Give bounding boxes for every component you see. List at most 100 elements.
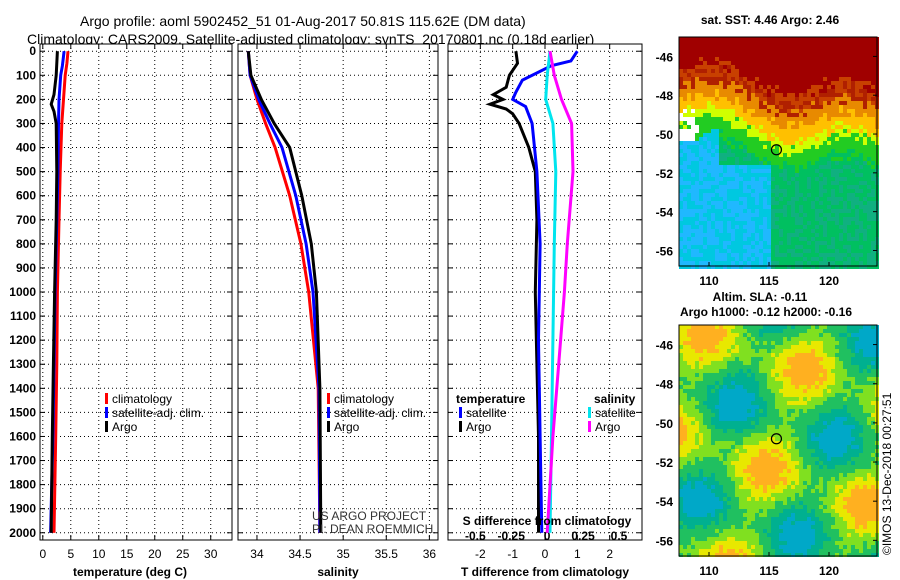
map-cell [683, 85, 687, 89]
map-cell [835, 381, 839, 385]
map-cell [867, 433, 871, 437]
map-cell [739, 93, 743, 97]
map-cell [783, 53, 787, 57]
map-cell [767, 69, 771, 73]
map-cell [719, 389, 723, 393]
map-cell [711, 373, 715, 377]
map-cell [831, 41, 835, 45]
map-cell [787, 49, 791, 53]
map-cell [811, 213, 815, 217]
map-cell [727, 409, 731, 413]
map-cell [843, 173, 847, 177]
map-cell [759, 169, 763, 173]
map-cell [795, 249, 799, 253]
x-tick-label: 1 [574, 547, 581, 561]
map-cell [787, 393, 791, 397]
map-cell [803, 189, 807, 193]
map-cell [867, 353, 871, 357]
map-cell [739, 205, 743, 209]
map-cell [703, 137, 707, 141]
map-cell [771, 41, 775, 45]
map-cell [803, 149, 807, 153]
map-cell [803, 81, 807, 85]
map-cell [811, 429, 815, 433]
map-cell [763, 217, 767, 221]
map-cell [727, 73, 731, 77]
map-cell [751, 241, 755, 245]
map-cell [755, 221, 759, 225]
map-cell [715, 181, 719, 185]
map-cell [839, 449, 843, 453]
map-cell [823, 461, 827, 465]
map-cell [851, 37, 855, 41]
map-cell [867, 377, 871, 381]
map-cell [859, 241, 863, 245]
map-cell [767, 53, 771, 57]
map-cell [699, 461, 703, 465]
map-cell [751, 53, 755, 57]
map-cell [815, 109, 819, 113]
map-cell [699, 141, 703, 145]
map-cell [771, 357, 775, 361]
map-cell [731, 193, 735, 197]
map-cell [751, 337, 755, 341]
legend-swatch [327, 421, 330, 432]
map-cell [847, 229, 851, 233]
map-cell [843, 361, 847, 365]
x-tick-label: 15 [120, 547, 134, 561]
map-cell [755, 73, 759, 77]
map-cell [687, 137, 691, 141]
map-cell [835, 105, 839, 109]
map-cell [727, 261, 731, 265]
map-cell [819, 445, 823, 449]
map-cell [827, 233, 831, 237]
map-cell [851, 217, 855, 221]
map-cell [787, 349, 791, 353]
map-cell [867, 397, 871, 401]
map-cell [815, 329, 819, 333]
map-cell [835, 117, 839, 121]
map-cell [755, 413, 759, 417]
map-cell [779, 109, 783, 113]
map-cell [863, 345, 867, 349]
map-cell [847, 333, 851, 337]
map-cell [847, 121, 851, 125]
map-cell [811, 157, 815, 161]
map-cell [847, 53, 851, 57]
map-cell [803, 197, 807, 201]
map-cell [779, 349, 783, 353]
map-cell [839, 245, 843, 249]
map-cell [871, 61, 875, 65]
map-cell [743, 101, 747, 105]
map-cell [691, 425, 695, 429]
map-cell [691, 389, 695, 393]
map-cell [691, 41, 695, 45]
map-cell [719, 453, 723, 457]
map-cell [819, 397, 823, 401]
map-cell [719, 393, 723, 397]
map-cell [735, 77, 739, 81]
map-cell [855, 193, 859, 197]
map-cell [847, 437, 851, 441]
map-cell [867, 197, 871, 201]
map-cell [699, 341, 703, 345]
map-cell [723, 65, 727, 69]
map-cell [787, 209, 791, 213]
map-cell [863, 397, 867, 401]
map-cell [703, 333, 707, 337]
map-cell [815, 145, 819, 149]
map-cell [791, 357, 795, 361]
map-cell [803, 69, 807, 73]
y-tick-label: 100 [16, 68, 36, 82]
map-cell [791, 221, 795, 225]
map-cell [835, 325, 839, 329]
map-cell [687, 145, 691, 149]
map-cell [751, 85, 755, 89]
map-cell [827, 41, 831, 45]
map-cell [699, 61, 703, 65]
map-cell [815, 49, 819, 53]
map-cell [683, 345, 687, 349]
map-cell [703, 225, 707, 229]
map-cell [699, 453, 703, 457]
map-cell [731, 93, 735, 97]
